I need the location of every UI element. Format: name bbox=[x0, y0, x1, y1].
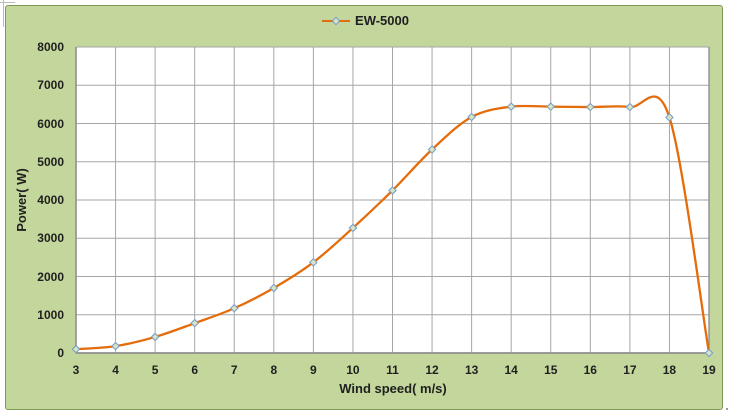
spreadsheet-gridline-artifact bbox=[0, 2, 15, 3]
data-point-marker[interactable] bbox=[71, 344, 81, 354]
data-point-marker[interactable] bbox=[427, 145, 437, 154]
x-tick-label: 16 bbox=[583, 363, 597, 377]
x-tick-label: 9 bbox=[310, 363, 317, 377]
x-tick-label: 18 bbox=[662, 363, 677, 377]
x-axis-title: Wind speed( m/s) bbox=[339, 381, 447, 396]
data-point-marker[interactable] bbox=[269, 283, 279, 293]
x-tick-label: 12 bbox=[425, 363, 439, 377]
x-tick-label: 4 bbox=[112, 363, 119, 377]
data-point-marker[interactable] bbox=[585, 102, 595, 112]
x-tick-label: 6 bbox=[191, 363, 199, 377]
y-tick-label: 4000 bbox=[37, 193, 64, 207]
x-tick-label: 7 bbox=[230, 363, 238, 377]
legend-label: EW-5000 bbox=[355, 13, 409, 28]
data-point-marker[interactable] bbox=[546, 102, 556, 112]
legend-series-marker-icon bbox=[322, 16, 351, 25]
y-tick-label: 1000 bbox=[37, 307, 64, 322]
data-point-marker[interactable] bbox=[625, 102, 635, 112]
data-point-marker[interactable] bbox=[467, 112, 477, 122]
spreadsheet-gridline-artifact bbox=[3, 0, 4, 27]
data-point-marker[interactable] bbox=[348, 223, 358, 233]
y-tick-label: 3000 bbox=[37, 231, 64, 246]
x-tick-label: 8 bbox=[270, 363, 278, 377]
x-tick-label: 15 bbox=[544, 363, 558, 377]
data-point-marker[interactable] bbox=[506, 102, 516, 112]
y-tick-label: 5000 bbox=[37, 154, 64, 169]
data-point-marker[interactable] bbox=[665, 113, 674, 122]
x-tick-label: 14 bbox=[504, 363, 518, 377]
data-point-marker[interactable] bbox=[704, 348, 714, 358]
data-point-marker[interactable] bbox=[388, 186, 397, 195]
data-point-marker[interactable] bbox=[190, 318, 200, 328]
x-tick-label: 17 bbox=[623, 363, 637, 377]
y-tick-label: 8000 bbox=[37, 40, 64, 54]
x-tick-label: 3 bbox=[72, 363, 80, 377]
y-tick-label: 2000 bbox=[37, 269, 64, 284]
data-point-marker[interactable] bbox=[111, 341, 120, 351]
y-tick-label: 7000 bbox=[37, 78, 64, 93]
legend[interactable]: EW-5000 bbox=[0, 13, 730, 28]
data-point-marker[interactable] bbox=[308, 257, 318, 267]
x-tick-label: 11 bbox=[386, 363, 399, 377]
x-tick-label: 5 bbox=[151, 363, 159, 377]
data-point-marker[interactable] bbox=[150, 332, 160, 342]
x-tick-label: 13 bbox=[464, 363, 479, 377]
resize-handle-dot bbox=[726, 408, 728, 410]
data-point-marker[interactable] bbox=[229, 303, 239, 313]
x-tick-label: 10 bbox=[346, 363, 360, 377]
y-tick-label: 0 bbox=[57, 346, 64, 360]
x-tick-label: 19 bbox=[702, 363, 716, 377]
y-tick-label: 6000 bbox=[37, 116, 64, 131]
